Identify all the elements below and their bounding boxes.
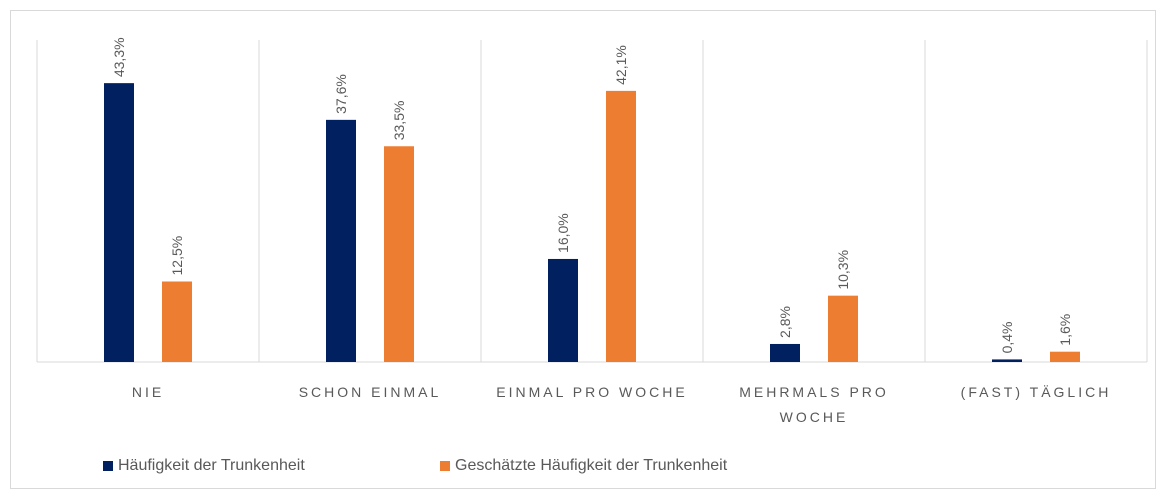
bar [326, 119, 356, 362]
x-tick-label: (FAST) TÄGLICH [960, 384, 1112, 400]
data-label: 33,5% [391, 101, 407, 141]
legend-label: Häufigkeit der Trunkenheit [118, 457, 305, 474]
bar [770, 343, 800, 362]
bar [1050, 351, 1080, 362]
chart-border [10, 10, 1156, 489]
legend-swatch [440, 461, 450, 471]
data-label: 43,3% [111, 37, 127, 77]
bar [384, 146, 414, 362]
data-label: 12,5% [169, 236, 185, 276]
bar [162, 281, 192, 362]
data-label: 2,8% [777, 306, 793, 338]
bar [992, 359, 1022, 362]
data-label: 42,1% [613, 45, 629, 85]
bar [606, 90, 636, 362]
data-label: 37,6% [333, 74, 349, 114]
bar [828, 295, 858, 362]
data-label: 0,4% [999, 322, 1015, 354]
bar [104, 83, 134, 362]
data-label: 10,3% [835, 250, 851, 290]
legend-swatch [103, 461, 113, 471]
x-tick-label: SCHON EINMAL [298, 384, 442, 400]
legend-label: Geschätzte Häufigkeit der Trunkenheit [455, 457, 728, 474]
x-tick-label: MEHRMALS PRO WOCHE [739, 384, 889, 425]
data-label: 1,6% [1057, 314, 1073, 346]
x-tick-label: NIE [131, 384, 165, 400]
legend-item: Häufigkeit der Trunkenheit [103, 457, 305, 475]
legend-item: Geschätzte Häufigkeit der Trunkenheit [440, 457, 727, 475]
bar [548, 258, 578, 362]
x-tick-label: EINMAL PRO WOCHE [496, 384, 688, 400]
data-label: 16,0% [555, 213, 571, 253]
